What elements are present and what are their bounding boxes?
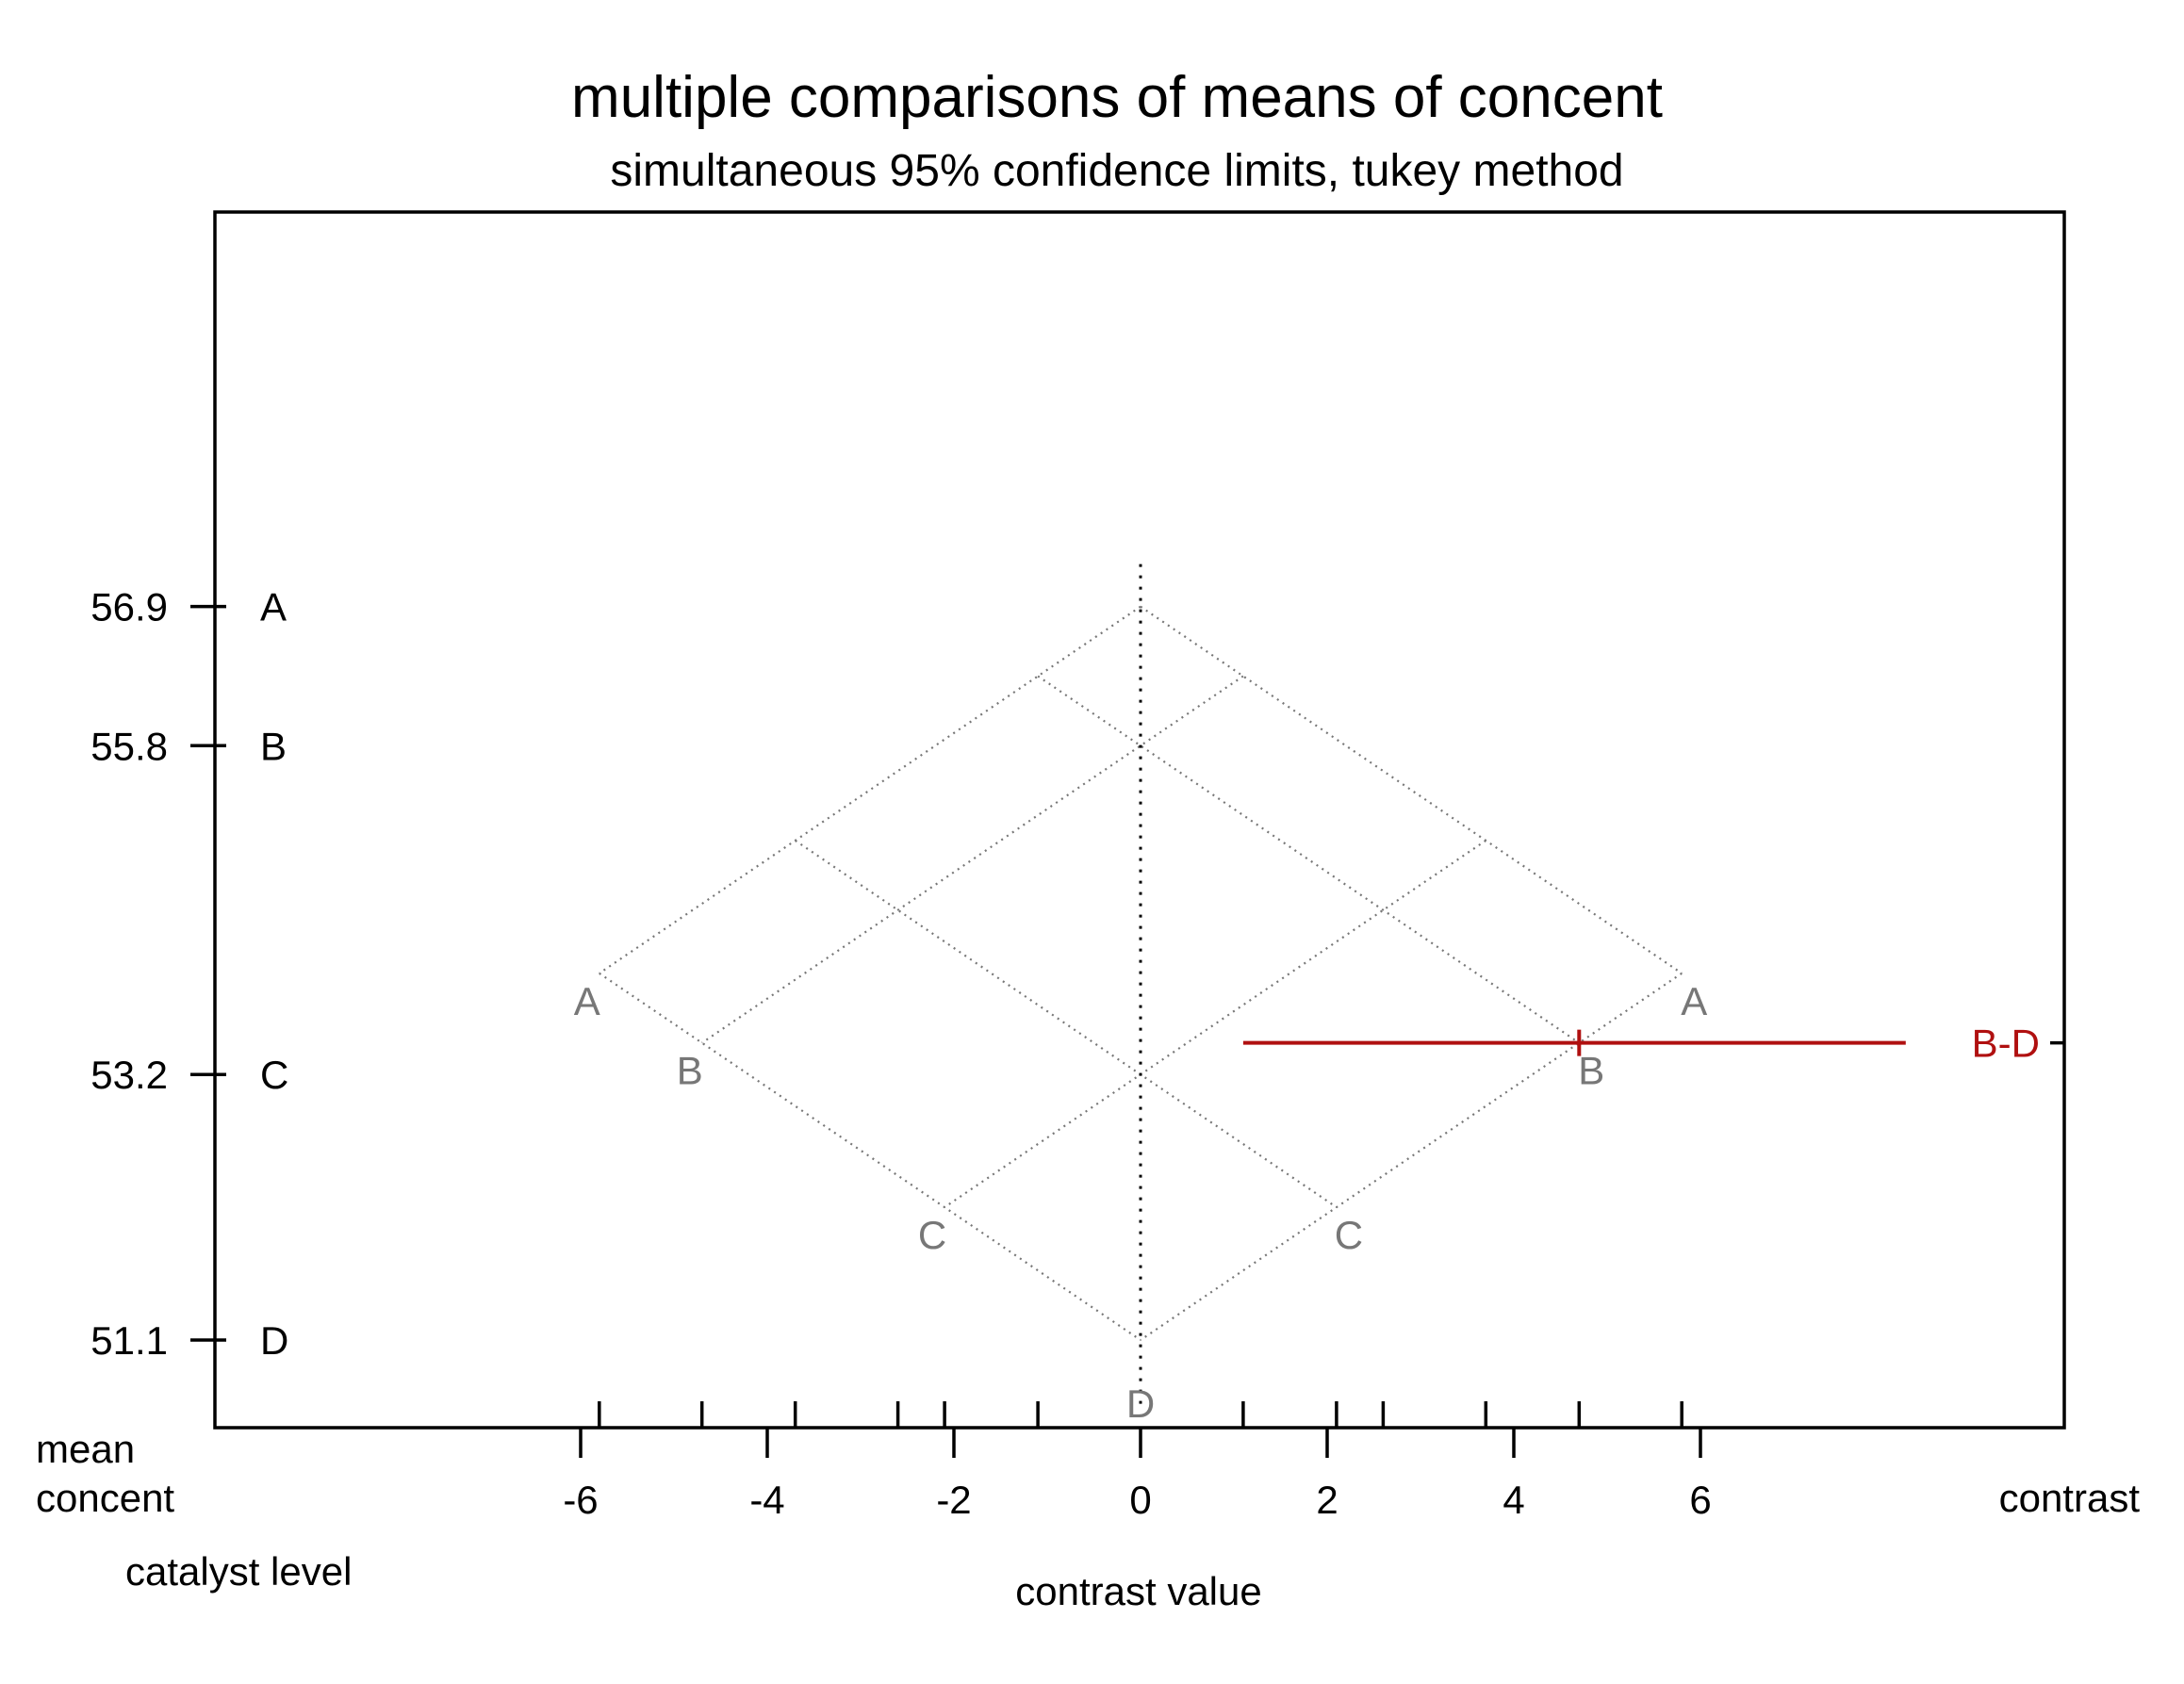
contrast-label-b-d: B-D [1972, 1022, 2040, 1066]
grid-line-b-left [1037, 675, 1580, 1044]
level-label-b: B [260, 724, 287, 768]
mean-axis-sublabel: catalyst level [125, 1549, 352, 1594]
chart-subtitle: simultaneous 95% confidence limits, tuke… [610, 146, 1623, 196]
grid-label-a-right: A [1681, 979, 1707, 1023]
x-tick-label: -6 [563, 1478, 598, 1522]
x-tick-label: 4 [1503, 1478, 1524, 1522]
grid-line-a-right [599, 605, 1141, 974]
mean-tick-label-b: 55.8 [90, 724, 168, 768]
grid-label-b-left: B [677, 1049, 703, 1093]
contrast-intervals: B-D [1242, 1022, 2064, 1066]
x-tick-label: -2 [936, 1478, 971, 1522]
x-tick-label: 6 [1689, 1478, 1711, 1522]
grid-line-c-left [795, 840, 1338, 1209]
grid-line-b-right [701, 675, 1244, 1044]
chart-title: multiple comparisons of means of concent [571, 65, 1663, 130]
grid-line-d-left [599, 972, 1141, 1341]
grid-label-d: D [1126, 1382, 1155, 1426]
grid-level-labels: A A B B C C D [574, 979, 1707, 1426]
mean-axis-label-line1: mean [36, 1427, 135, 1471]
contrast-axis: -6 -4 -2 0 2 4 6 [563, 1401, 1712, 1522]
contrast-axis-label: contrast [1999, 1476, 2141, 1520]
mean-tick-label-d: 51.1 [90, 1318, 168, 1363]
mean-tick-label-c: 53.2 [90, 1053, 168, 1097]
level-label-a: A [260, 585, 287, 629]
x-tick-label: 0 [1129, 1478, 1151, 1522]
grid-label-b-right: B [1578, 1049, 1604, 1093]
level-label-d: D [260, 1318, 288, 1363]
mean-axis-label-line2: concent [36, 1476, 174, 1520]
grid-line-a-left [1140, 605, 1683, 974]
x-tick-label: 2 [1316, 1478, 1338, 1522]
grid-line-c-right [944, 840, 1486, 1209]
grid-line-d-right [1140, 972, 1683, 1341]
grid-label-a-left: A [574, 979, 600, 1023]
x-tick-label: -4 [749, 1478, 784, 1522]
mean-axis: 56.9 A 55.8 B 53.2 C 51.1 D [90, 585, 288, 1363]
grid-label-c-right: C [1335, 1213, 1363, 1257]
x-axis-label: contrast value [1015, 1569, 1261, 1613]
grid-label-c-left: C [918, 1213, 946, 1257]
mean-tick-label-a: 56.9 [90, 585, 168, 629]
level-label-c: C [260, 1053, 288, 1097]
